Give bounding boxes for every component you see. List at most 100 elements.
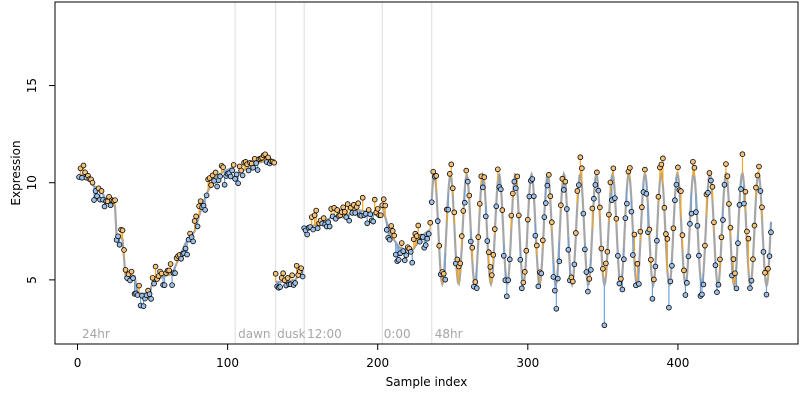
phase-label: 12:00 xyxy=(307,327,342,341)
data-point xyxy=(479,184,486,191)
data-point xyxy=(374,206,381,212)
data-point xyxy=(646,226,653,233)
data-point xyxy=(229,167,235,174)
data-point xyxy=(409,259,416,266)
data-point xyxy=(510,190,516,197)
data-point xyxy=(565,246,572,253)
data-point xyxy=(732,270,738,277)
data-point xyxy=(739,151,746,157)
data-point xyxy=(549,219,555,225)
data-point xyxy=(538,270,545,277)
data-point xyxy=(484,238,491,244)
data-point xyxy=(615,252,621,259)
data-point xyxy=(630,252,636,258)
data-point xyxy=(449,185,456,192)
data-point xyxy=(663,231,669,237)
data-point xyxy=(112,197,118,203)
data-point xyxy=(561,187,567,193)
data-point xyxy=(622,215,629,221)
data-point xyxy=(550,274,557,280)
data-point xyxy=(585,288,591,295)
data-point xyxy=(407,249,414,255)
data-point xyxy=(460,208,467,214)
data-point xyxy=(580,210,587,217)
data-point xyxy=(712,262,719,269)
data-point xyxy=(493,203,500,210)
data-point xyxy=(172,270,178,276)
data-point xyxy=(355,200,362,207)
data-point xyxy=(706,170,713,176)
data-point xyxy=(448,161,455,168)
data-point xyxy=(80,162,87,169)
data-point xyxy=(754,172,761,179)
fitted-line xyxy=(381,205,431,252)
phase-label: dawn xyxy=(238,327,270,341)
data-point xyxy=(190,238,196,245)
y-tick-label: 5 xyxy=(25,276,39,284)
data-point xyxy=(422,242,429,248)
data-point xyxy=(115,233,121,240)
data-point xyxy=(607,179,614,186)
data-point xyxy=(573,230,579,236)
data-point xyxy=(454,256,461,263)
data-point xyxy=(238,167,244,174)
data-point xyxy=(616,280,623,287)
data-point xyxy=(427,219,434,226)
data-point xyxy=(217,173,223,180)
data-point xyxy=(601,322,608,329)
data-point xyxy=(682,292,689,298)
data-point xyxy=(151,280,157,287)
data-point xyxy=(768,229,774,236)
data-point xyxy=(458,233,465,239)
data-point xyxy=(529,176,536,182)
data-point xyxy=(227,173,234,180)
data-point xyxy=(320,215,327,221)
data-point xyxy=(298,265,304,271)
data-point xyxy=(595,187,602,194)
data-point xyxy=(106,193,112,200)
data-point xyxy=(202,207,208,213)
data-point xyxy=(582,246,588,253)
data-point xyxy=(655,193,662,200)
data-point xyxy=(570,278,576,285)
data-point xyxy=(556,258,563,265)
data-point xyxy=(434,218,441,224)
data-point xyxy=(534,242,540,249)
data-point xyxy=(401,257,408,264)
data-point xyxy=(723,161,729,167)
data-point xyxy=(230,162,237,168)
data-point xyxy=(212,169,219,176)
data-point xyxy=(128,268,135,275)
data-point xyxy=(169,282,175,288)
data-point xyxy=(446,171,453,177)
data-point xyxy=(473,285,480,291)
data-point xyxy=(643,190,650,197)
data-point xyxy=(121,247,127,253)
data-point xyxy=(197,198,204,204)
data-point xyxy=(600,266,606,272)
data-point xyxy=(392,251,399,258)
data-point xyxy=(700,281,707,288)
data-point xyxy=(711,219,717,226)
data-point xyxy=(765,265,771,272)
data-point xyxy=(516,212,522,219)
data-point xyxy=(499,207,506,213)
data-point xyxy=(208,182,214,188)
data-point xyxy=(314,225,321,232)
data-point xyxy=(652,263,659,270)
x-axis: 0 100 200 300 400 xyxy=(74,343,689,370)
data-point xyxy=(519,285,525,292)
data-point xyxy=(184,251,190,258)
data-point xyxy=(532,232,539,239)
data-point xyxy=(762,269,768,276)
data-point xyxy=(699,291,705,298)
data-point xyxy=(634,260,641,267)
data-point xyxy=(627,165,633,171)
data-point xyxy=(472,279,479,285)
data-point xyxy=(715,281,722,288)
data-point xyxy=(733,285,740,292)
data-point xyxy=(648,256,654,263)
data-point xyxy=(543,200,549,206)
data-point xyxy=(522,269,528,275)
data-point xyxy=(469,244,476,251)
